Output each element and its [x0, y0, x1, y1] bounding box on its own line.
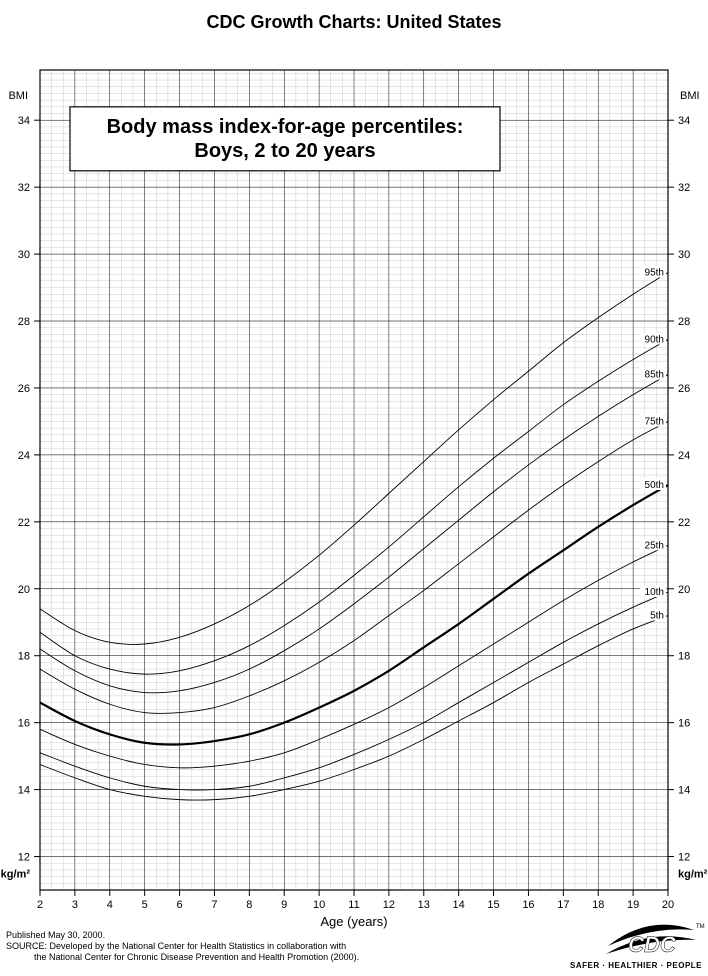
svg-text:12: 12	[678, 852, 690, 864]
svg-text:12: 12	[383, 899, 395, 911]
svg-text:34: 34	[18, 115, 30, 127]
svg-text:28: 28	[18, 316, 30, 328]
svg-text:13: 13	[418, 899, 430, 911]
svg-text:18: 18	[592, 899, 604, 911]
svg-text:7: 7	[211, 899, 217, 911]
svg-text:10th: 10th	[645, 587, 664, 598]
y-label-left-top: BMI	[8, 90, 28, 102]
svg-text:16: 16	[522, 899, 534, 911]
svg-text:30: 30	[18, 249, 30, 261]
svg-text:22: 22	[18, 517, 30, 529]
growth-chart: CDC Growth Charts: United States 12 12 14 14…	[0, 0, 708, 976]
svg-text:25th: 25th	[645, 540, 664, 551]
y-label-right-top: BMI	[680, 90, 700, 102]
svg-text:Published May 30, 2000.: Published May 30, 2000.	[6, 930, 105, 940]
svg-text:10: 10	[313, 899, 325, 911]
cdc-tm: TM	[696, 924, 705, 930]
svg-text:5th: 5th	[650, 611, 664, 622]
svg-text:20: 20	[662, 899, 674, 911]
svg-text:28: 28	[678, 316, 690, 328]
svg-text:14: 14	[678, 785, 690, 797]
y-unit-left: kg/m²	[1, 868, 31, 880]
svg-text:19: 19	[627, 899, 639, 911]
svg-text:16: 16	[678, 718, 690, 730]
svg-text:CDC: CDC	[628, 932, 677, 957]
svg-text:22: 22	[678, 517, 690, 529]
svg-text:4: 4	[107, 899, 113, 911]
svg-text:8: 8	[246, 899, 252, 911]
svg-text:50th: 50th	[645, 480, 664, 491]
svg-text:24: 24	[18, 450, 30, 462]
svg-text:24: 24	[678, 450, 690, 462]
title-box-line1: Body mass index-for-age percentiles:	[107, 116, 464, 138]
svg-text:16: 16	[18, 718, 30, 730]
svg-text:26: 26	[678, 383, 690, 395]
svg-text:75th: 75th	[645, 416, 664, 427]
svg-text:95th: 95th	[645, 267, 664, 278]
svg-text:2: 2	[37, 899, 43, 911]
x-axis-label: Age (years)	[320, 914, 387, 929]
svg-text:6: 6	[176, 899, 182, 911]
svg-text:SOURCE: Developed by the Natio: SOURCE: Developed by the National Center…	[6, 941, 346, 951]
svg-text:14: 14	[453, 899, 465, 911]
svg-text:26: 26	[18, 383, 30, 395]
svg-text:20: 20	[678, 584, 690, 596]
svg-text:12: 12	[18, 852, 30, 864]
page-title: CDC Growth Charts: United States	[206, 12, 501, 32]
svg-text:the National Center for Chroni: the National Center for Chronic Disease …	[34, 952, 359, 962]
cdc-tagline: SAFER · HEALTHIER · PEOPLE	[570, 961, 702, 970]
svg-text:9: 9	[281, 899, 287, 911]
svg-text:32: 32	[678, 182, 690, 194]
svg-text:14: 14	[18, 785, 30, 797]
svg-text:15: 15	[487, 899, 499, 911]
svg-text:3: 3	[72, 899, 78, 911]
svg-text:17: 17	[557, 899, 569, 911]
svg-text:20: 20	[18, 584, 30, 596]
svg-text:5: 5	[142, 899, 148, 911]
svg-text:32: 32	[18, 182, 30, 194]
svg-text:18: 18	[18, 651, 30, 663]
svg-text:34: 34	[678, 115, 690, 127]
svg-text:18: 18	[678, 651, 690, 663]
title-box-line2: Boys, 2 to 20 years	[194, 140, 375, 162]
svg-text:85th: 85th	[645, 370, 664, 381]
y-unit-right: kg/m²	[678, 868, 708, 880]
svg-text:11: 11	[348, 899, 359, 911]
svg-text:30: 30	[678, 249, 690, 261]
svg-text:90th: 90th	[645, 334, 664, 345]
